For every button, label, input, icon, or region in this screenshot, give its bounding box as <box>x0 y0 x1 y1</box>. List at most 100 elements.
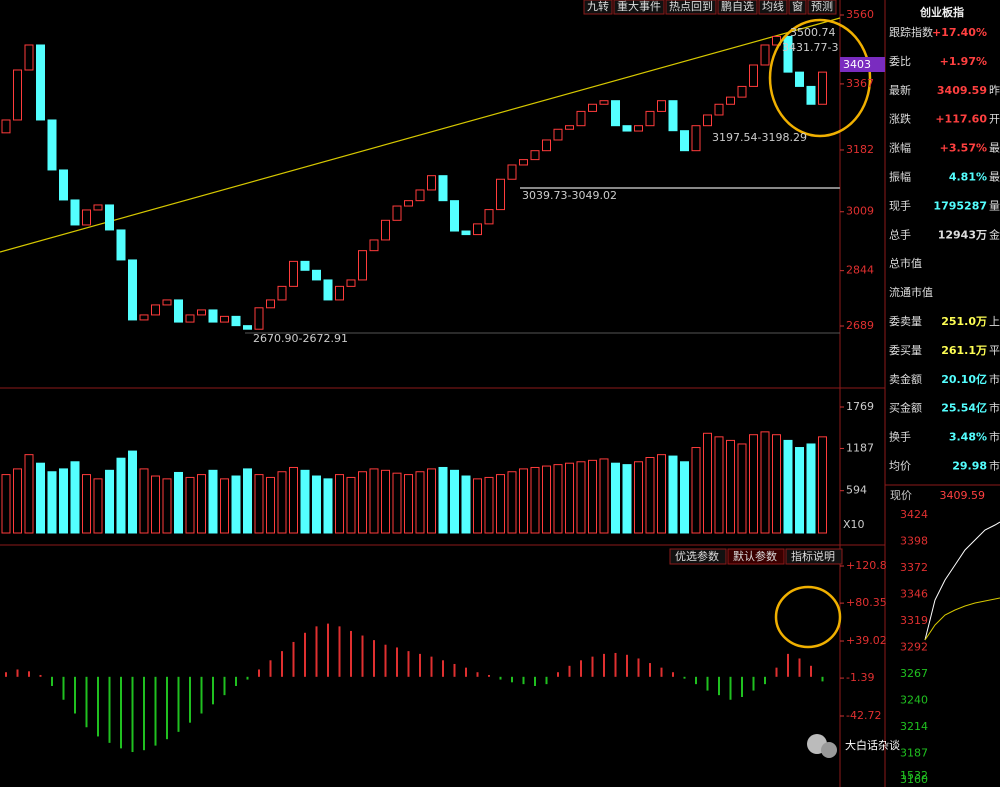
mini-tick-label: 3267 <box>900 667 928 680</box>
side-label: 总市值 <box>889 256 922 270</box>
toolbar-button[interactable] <box>665 0 717 15</box>
volume-unit: X10 <box>843 518 865 531</box>
candle-body <box>162 299 172 306</box>
candle-body <box>277 285 287 301</box>
annotation: 3197.54-3198.29 <box>712 131 807 144</box>
candle-body <box>588 103 597 112</box>
candle-body <box>70 199 80 226</box>
candle-body <box>645 110 655 127</box>
volume-bar <box>576 461 586 534</box>
side-label: 买金额 <box>889 401 922 415</box>
side-label: 委比 <box>889 55 911 68</box>
candle-body <box>680 130 689 152</box>
candle-body <box>335 285 344 301</box>
candle-body <box>818 71 827 105</box>
volume-bar <box>427 468 436 534</box>
volume-bar <box>496 474 505 534</box>
volume-bar <box>369 468 379 534</box>
side-value: 29.98 <box>952 460 987 473</box>
candle-body <box>174 299 183 323</box>
volume-bar <box>530 466 540 534</box>
toolbar-button[interactable] <box>717 0 758 15</box>
side-suffix: 金 <box>989 227 1000 241</box>
volume-bar <box>59 468 68 534</box>
volume-bars <box>1 431 827 534</box>
volume-bar <box>335 474 344 534</box>
toolbar-button[interactable] <box>583 0 613 15</box>
volume-bar <box>289 466 298 534</box>
volume-bar <box>128 450 137 534</box>
macd-button[interactable] <box>785 548 843 565</box>
volume-bar <box>749 434 758 534</box>
candle-body <box>795 71 804 87</box>
candle-body <box>369 239 379 252</box>
volume-bar <box>266 476 275 534</box>
price-tick-label: 3560 <box>846 8 874 21</box>
candle-body <box>82 209 91 226</box>
macd-button[interactable] <box>669 548 727 565</box>
mini-tick-label: 3187 <box>900 747 928 760</box>
side-value: 251.0万 <box>941 315 987 328</box>
volume-bar <box>461 475 471 534</box>
side-label: 委卖量 <box>889 315 922 328</box>
candle-body <box>254 307 264 330</box>
side-label: 总手 <box>889 227 911 241</box>
mini-price: 3409.59 <box>940 489 986 502</box>
candle-body <box>726 96 735 105</box>
highlight-circle <box>768 18 872 138</box>
price-tick-label: 3182 <box>846 143 874 156</box>
side-suffix: 最 <box>989 171 1000 184</box>
macd-tick-label: +80.35 <box>846 596 887 609</box>
candle-body <box>415 189 425 202</box>
candle-body <box>93 204 103 211</box>
volume-bar <box>404 474 413 534</box>
candle-body <box>59 169 68 201</box>
volume-bar <box>611 462 620 534</box>
volume-bar <box>599 458 609 534</box>
toolbar-label: 重大事件 <box>617 0 661 13</box>
side-suffix: 最 <box>989 142 1000 155</box>
toolbar-button[interactable] <box>788 0 807 15</box>
volume-bar <box>254 474 264 534</box>
mini-tick-label: 3424 <box>900 508 928 521</box>
toolbar-button[interactable] <box>758 0 788 15</box>
toolbar-button[interactable] <box>807 0 837 15</box>
volume-bar <box>323 478 333 534</box>
candle-body <box>530 150 540 161</box>
price-tick-label: 3367 <box>846 77 874 90</box>
annotation: 3431.77-3 <box>782 41 838 54</box>
macd-button[interactable] <box>727 548 785 565</box>
candle-body <box>404 200 413 207</box>
annotation: 3039.73-3049.02 <box>522 189 617 202</box>
candle-body <box>668 100 678 132</box>
candle-body <box>116 229 126 261</box>
volume-tick-label: 1187 <box>846 441 874 454</box>
volume-bar <box>645 456 655 534</box>
volume-bar <box>438 466 448 534</box>
title: 创业板指 <box>919 5 964 19</box>
volume-bar <box>737 443 747 534</box>
candle-body <box>185 314 195 323</box>
candle-body <box>323 279 333 301</box>
mini-tick-label: 3372 <box>900 561 928 574</box>
price-tick-label: 2689 <box>846 319 874 332</box>
candle-body <box>231 315 241 327</box>
volume-bar <box>231 475 241 534</box>
annotation: 3500.74 <box>790 26 836 39</box>
volume-bar <box>312 475 321 534</box>
toolbar-label: 热点回到 <box>669 0 713 13</box>
side-value: 261.1万 <box>941 344 987 357</box>
volume-bar <box>760 431 770 534</box>
mini-tick-label: 3398 <box>900 535 928 548</box>
toolbar-button[interactable] <box>613 0 665 15</box>
volume-bar <box>358 471 367 534</box>
candle-body <box>243 325 252 330</box>
candle-body <box>289 260 298 287</box>
volume-bar <box>542 465 551 534</box>
toolbar-label: 均线 <box>762 0 784 13</box>
mini-tick-label: 3240 <box>900 694 928 707</box>
candle-body <box>450 200 459 232</box>
volume-bar <box>714 436 724 534</box>
candle-body <box>611 100 620 127</box>
macd-tick-label: +39.02 <box>846 634 887 647</box>
